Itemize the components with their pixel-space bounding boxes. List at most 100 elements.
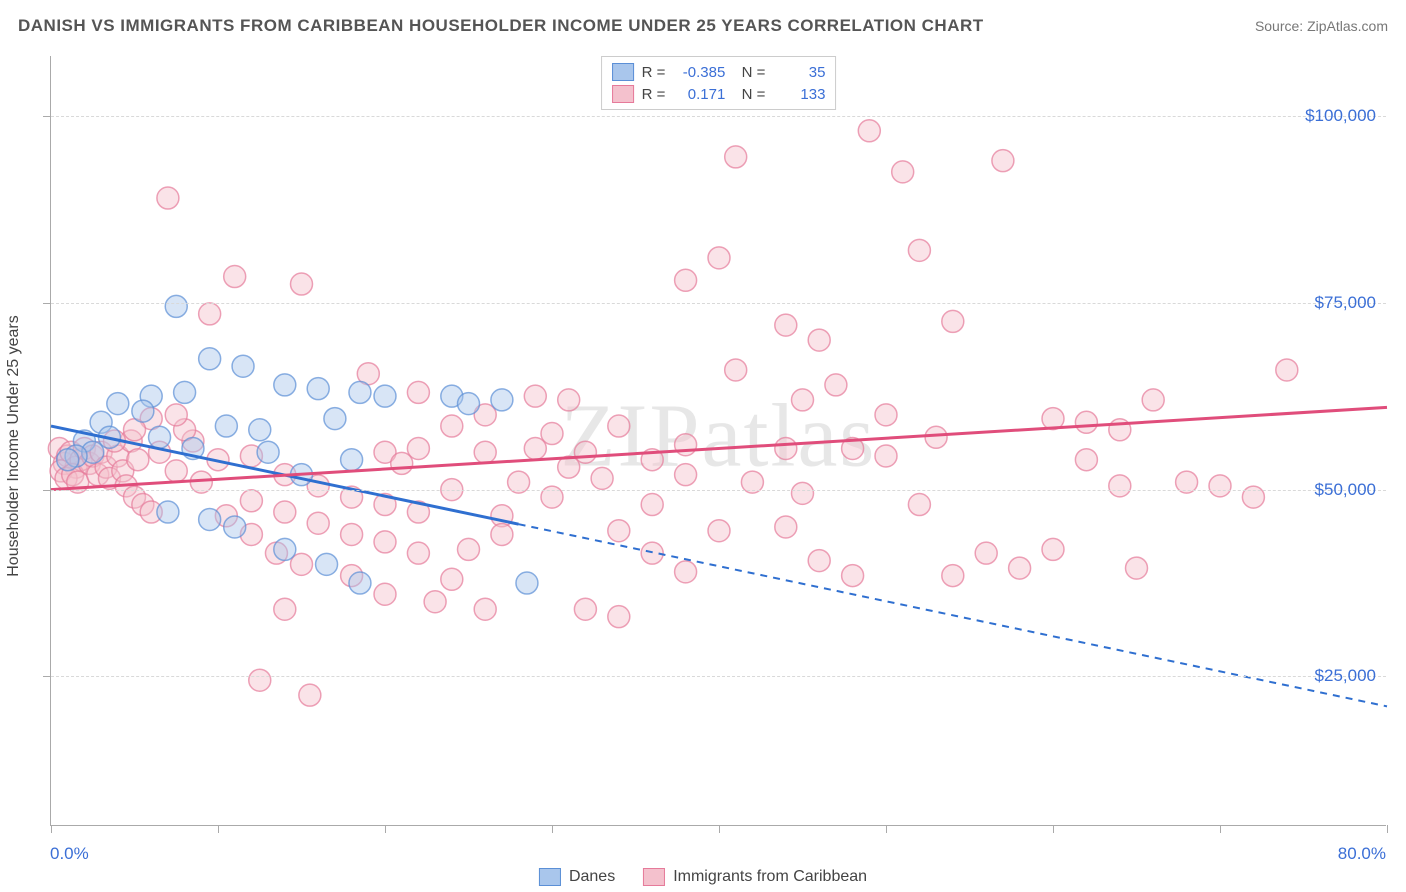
trend-line-extrapolated (519, 524, 1387, 706)
legend-swatch (612, 63, 634, 81)
scatter-point (307, 378, 329, 400)
scatter-point (257, 441, 279, 463)
legend-label: Danes (569, 868, 615, 886)
gridline (51, 116, 1386, 117)
scatter-point (132, 400, 154, 422)
source-attribution: Source: ZipAtlas.com (1255, 18, 1388, 34)
scatter-point (775, 516, 797, 538)
scatter-point (341, 523, 363, 545)
legend-n-value: 35 (773, 64, 825, 81)
scatter-point (792, 389, 814, 411)
scatter-point (992, 150, 1014, 172)
scatter-point (249, 419, 271, 441)
scatter-point (792, 482, 814, 504)
scatter-point (908, 494, 930, 516)
scatter-point (407, 542, 429, 564)
scatter-point (374, 583, 396, 605)
scatter-point (775, 314, 797, 336)
scatter-point (274, 501, 296, 523)
scatter-point (608, 606, 630, 628)
gridline (51, 490, 1386, 491)
x-tick (552, 825, 553, 833)
scatter-point (608, 415, 630, 437)
scatter-point (574, 598, 596, 620)
scatter-point (274, 374, 296, 396)
legend-r-value: -0.385 (673, 64, 725, 81)
x-tick (1387, 825, 1388, 833)
scatter-point (491, 523, 513, 545)
scatter-point (441, 415, 463, 437)
scatter-point (165, 404, 187, 426)
scatter-point (324, 408, 346, 430)
chart-plot-area: ZIPatlas R =-0.385 N =35R =0.171 N =133 … (50, 56, 1386, 826)
scatter-point (349, 572, 371, 594)
scatter-point (1276, 359, 1298, 381)
source-link[interactable]: ZipAtlas.com (1307, 18, 1388, 34)
series-legend: Danes Immigrants from Caribbean (539, 868, 867, 886)
scatter-point (165, 460, 187, 482)
scatter-point (725, 146, 747, 168)
scatter-point (349, 381, 371, 403)
scatter-point (199, 303, 221, 325)
legend-n-label: N = (733, 64, 765, 81)
scatter-point (491, 389, 513, 411)
scatter-point (274, 598, 296, 620)
y-tick-label: $100,000 (1305, 106, 1376, 126)
scatter-point (875, 404, 897, 426)
scatter-point (199, 508, 221, 530)
scatter-point (157, 501, 179, 523)
scatter-point (249, 669, 271, 691)
scatter-point (374, 531, 396, 553)
legend-r-value: 0.171 (673, 86, 725, 103)
chart-title: DANISH VS IMMIGRANTS FROM CARIBBEAN HOUS… (18, 16, 984, 36)
scatter-point (474, 598, 496, 620)
correlation-legend: R = -0.385 N = 35 R = 0.171 N = 133 (601, 56, 837, 110)
y-tick-label: $75,000 (1315, 293, 1376, 313)
scatter-point (291, 273, 313, 295)
legend-n-value: 133 (773, 86, 825, 103)
scatter-point (240, 490, 262, 512)
scatter-point (591, 467, 613, 489)
legend-item: Danes (539, 868, 615, 886)
scatter-point (908, 239, 930, 261)
x-tick (1053, 825, 1054, 833)
scatter-point (675, 464, 697, 486)
y-axis-label: Householder Income Under 25 years (5, 315, 23, 576)
scatter-point (725, 359, 747, 381)
x-axis-max-label: 80.0% (1338, 844, 1386, 864)
scatter-point (858, 120, 880, 142)
scatter-point (407, 381, 429, 403)
scatter-point (224, 266, 246, 288)
scatter-point (1126, 557, 1148, 579)
y-tick-label: $25,000 (1315, 666, 1376, 686)
scatter-point (675, 269, 697, 291)
y-tick (43, 303, 51, 304)
legend-label: Immigrants from Caribbean (673, 868, 867, 886)
x-tick (886, 825, 887, 833)
scatter-point (524, 437, 546, 459)
y-tick (43, 116, 51, 117)
legend-row: R = 0.171 N = 133 (612, 83, 826, 105)
scatter-point (842, 565, 864, 587)
scatter-point (107, 393, 129, 415)
scatter-point (925, 426, 947, 448)
y-tick-label: $50,000 (1315, 480, 1376, 500)
scatter-point (157, 187, 179, 209)
scatter-point (458, 538, 480, 560)
legend-r-label: R = (642, 86, 666, 103)
legend-n-label: N = (733, 86, 765, 103)
scatter-point (458, 393, 480, 415)
legend-row: R =-0.385 N =35 (612, 61, 826, 83)
legend-item: Immigrants from Caribbean (643, 868, 867, 886)
scatter-point (641, 494, 663, 516)
scatter-point (391, 452, 413, 474)
scatter-point (441, 568, 463, 590)
gridline (51, 303, 1386, 304)
scatter-point (224, 516, 246, 538)
scatter-point (825, 374, 847, 396)
scatter-point (1209, 475, 1231, 497)
scatter-point (174, 381, 196, 403)
scatter-point (808, 550, 830, 572)
scatter-point (165, 295, 187, 317)
scatter-point (942, 565, 964, 587)
